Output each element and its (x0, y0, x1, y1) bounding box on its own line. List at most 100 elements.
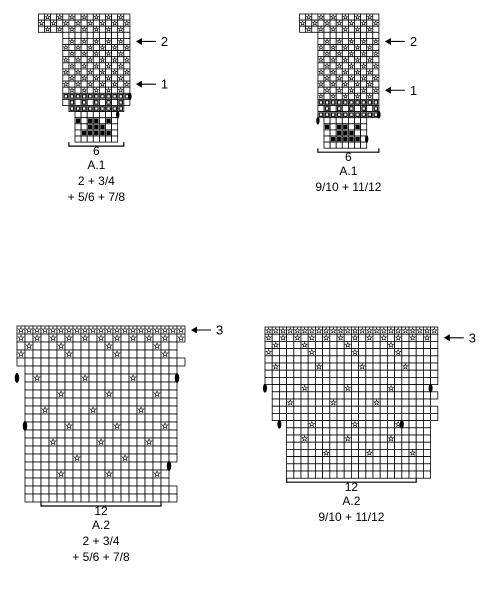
chart-cell (358, 369, 367, 378)
star-symbol-icon (380, 327, 388, 334)
chart-cell (365, 470, 374, 479)
chart-cell (415, 355, 424, 364)
chart-cell (24, 485, 34, 495)
chart-cell (386, 391, 395, 400)
star-symbol-icon (308, 334, 316, 341)
chart-cell (92, 62, 100, 70)
chart-cell (336, 420, 345, 429)
star-symbol-icon (97, 334, 105, 342)
chart-cell (422, 463, 431, 472)
chart-cell (354, 92, 361, 100)
chart-cell (74, 25, 82, 33)
chart-cell (48, 477, 58, 487)
chart-cell (358, 376, 367, 385)
chart-cell (99, 105, 106, 112)
star-symbol-icon (129, 326, 137, 334)
chart-cell (24, 437, 34, 447)
chart-cell (64, 437, 74, 447)
chart-cell (335, 56, 343, 64)
chart-cell (96, 437, 106, 447)
chart-cell (40, 405, 50, 415)
chart-cell (300, 398, 309, 407)
star-symbol-icon (89, 326, 97, 334)
chart-cell (329, 19, 337, 27)
chart-cell (336, 441, 345, 450)
open-square-symbol-icon (100, 94, 105, 99)
chart-cell (365, 362, 374, 371)
star-symbol-icon (409, 334, 417, 341)
chart-cell (56, 357, 66, 367)
chart-cell (350, 441, 359, 450)
chart-cell (86, 74, 94, 82)
chart-cell (117, 99, 125, 106)
chart-cell (314, 348, 323, 357)
star-symbol-icon (49, 438, 57, 446)
open-square-symbol-icon (63, 94, 69, 99)
chart-cell (300, 420, 309, 429)
chart-cell (152, 485, 162, 495)
chart-cell (366, 99, 374, 106)
filled-square-symbol-icon (106, 118, 111, 123)
chart-cell (329, 135, 337, 143)
star-symbol-icon (111, 44, 118, 51)
star-symbol-icon (366, 93, 373, 99)
chart-cell (117, 19, 125, 27)
chart-cell (168, 485, 178, 495)
chart-cell (112, 477, 122, 487)
star-symbol-icon (354, 26, 361, 32)
chart-cell (104, 349, 114, 359)
open-square-symbol-icon (94, 94, 99, 99)
open-square-symbol-icon (343, 100, 348, 105)
star-symbol-icon (366, 68, 373, 75)
filled-square-symbol-icon (343, 130, 348, 136)
chart-cell (360, 13, 368, 21)
chart-cell (314, 427, 323, 436)
chart-cell (88, 365, 98, 375)
chart-cell (386, 376, 395, 385)
chart-cell (168, 493, 178, 503)
chart-cell (347, 44, 355, 51)
chart-cell (323, 31, 331, 39)
open-square-symbol-icon (118, 100, 124, 105)
star-symbol-icon (105, 342, 113, 350)
chart-cell (62, 62, 70, 70)
chart-cell (379, 333, 388, 342)
star-symbol-icon (308, 420, 316, 428)
chart-cell (415, 405, 424, 414)
chart-cell (111, 86, 119, 94)
star-symbol-icon (342, 26, 349, 32)
chart-cell (128, 485, 138, 495)
chart-cell (307, 463, 316, 472)
chart-cell (152, 357, 162, 367)
chart-cell (24, 365, 34, 375)
star-symbol-icon (315, 327, 323, 334)
chart-cell (358, 391, 367, 400)
chart-cell (293, 420, 302, 429)
chart-cell (336, 369, 345, 378)
chart-cell (80, 111, 88, 119)
star-symbol-icon (75, 80, 82, 87)
chart-cell (104, 389, 114, 399)
chart-cell (366, 68, 374, 76)
chart-cell (92, 135, 100, 143)
chart-cell (365, 369, 374, 378)
chart-cell (350, 333, 359, 342)
chart-cell (120, 389, 130, 399)
chart-cell (430, 348, 439, 357)
chart-a2-small: 12A.22 + 3/4+ 5/6 + 7/83 (14, 323, 223, 564)
star-symbol-icon (75, 19, 82, 26)
chart-cell (99, 62, 106, 70)
chart-cell (379, 391, 388, 400)
chart-cell (64, 365, 74, 375)
chart-cell (415, 333, 424, 342)
chart-cell (72, 461, 82, 471)
row-arrow: 2 (135, 34, 168, 49)
chart-cell (48, 469, 58, 479)
chart-cell (415, 463, 424, 472)
star-symbol-icon (117, 26, 124, 32)
chart-cell (62, 19, 70, 27)
chart-cell (358, 333, 367, 342)
chart-cell (314, 369, 323, 378)
arrow-row-label: 1 (161, 77, 168, 92)
chart-cell (111, 38, 119, 45)
